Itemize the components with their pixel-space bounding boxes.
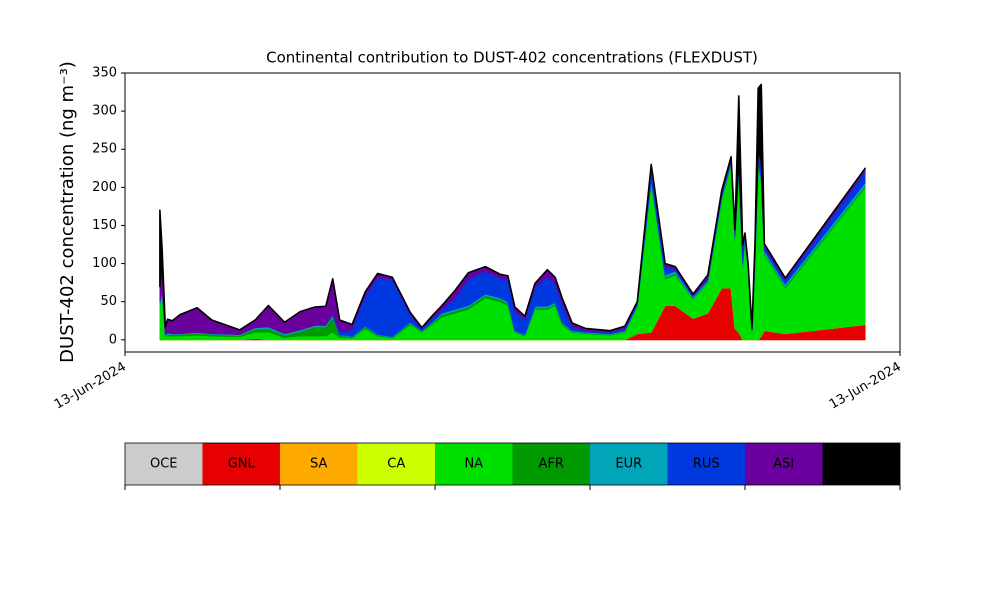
legend-swatch xyxy=(125,443,203,485)
legend-frame xyxy=(124,442,901,486)
legend-label: OCE xyxy=(150,457,178,472)
y-tick-label: 50 xyxy=(100,294,117,309)
legend-swatch xyxy=(512,443,590,485)
y-tick-label: 350 xyxy=(92,66,117,81)
legend-swatch xyxy=(280,443,358,485)
area-layer xyxy=(159,83,866,332)
legend-swatch xyxy=(590,443,668,485)
legend-swatch xyxy=(667,443,745,485)
legend-swatch xyxy=(745,443,823,485)
y-tick-label: 300 xyxy=(92,104,117,119)
legend-swatch xyxy=(435,443,513,485)
legend-label: GNL xyxy=(228,457,256,472)
plot-frame xyxy=(124,72,901,353)
y-tick-label: 250 xyxy=(92,142,117,157)
legend-label: RUS xyxy=(693,457,720,472)
y-tick-label: 0 xyxy=(109,332,117,347)
y-tick-label: 200 xyxy=(92,180,117,195)
legend-label: NA xyxy=(464,457,483,472)
legend-label: EUR xyxy=(615,457,642,472)
legend-label: AFR xyxy=(539,457,564,472)
legend-swatch xyxy=(822,443,900,485)
legend-swatch xyxy=(202,443,280,485)
chart-title: Continental contribution to DUST-402 con… xyxy=(266,49,758,67)
y-tick-label: 150 xyxy=(92,218,117,233)
legend-swatch xyxy=(357,443,435,485)
y-tick-label: 100 xyxy=(92,256,117,271)
legend-label: CA xyxy=(387,457,405,472)
legend-label: AUS xyxy=(848,457,875,472)
y-axis-label: DUST-402 concentration (ng m⁻³) xyxy=(57,61,78,363)
legend-label: ASI xyxy=(773,457,794,472)
legend-label: SA xyxy=(310,457,327,472)
